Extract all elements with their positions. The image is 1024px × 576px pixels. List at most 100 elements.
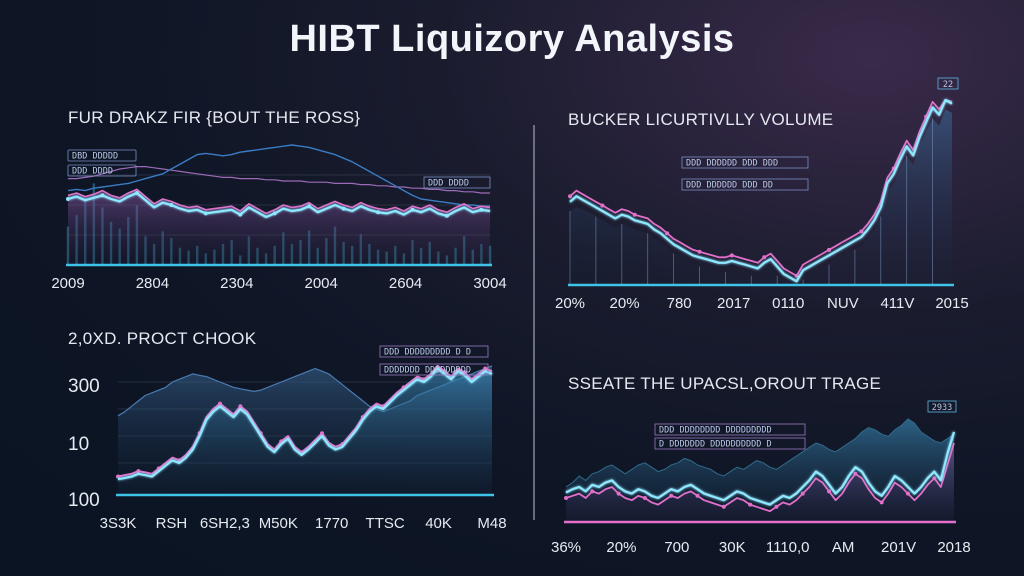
page-title: HIBT Liquizory Analysis — [289, 18, 735, 60]
data-point — [616, 491, 621, 496]
series-line-main — [117, 367, 493, 481]
data-point — [665, 231, 670, 236]
legend-entry: DDD DDDDDDDDD D D — [384, 348, 471, 358]
y-tick-label: 100 — [68, 490, 100, 511]
x-tick-label: 201V — [881, 539, 916, 556]
data-point — [800, 491, 805, 496]
x-tick-label: 2604 — [389, 275, 422, 292]
data-point — [669, 493, 674, 498]
x-tick-label: RSH — [156, 515, 188, 532]
data-point — [479, 207, 484, 212]
corner-label-frame — [927, 400, 957, 413]
x-tick-label: 2018 — [937, 539, 970, 556]
data-point — [695, 493, 700, 498]
series-line-pink — [565, 442, 955, 513]
data-point — [320, 431, 324, 436]
legend-frame — [67, 164, 137, 177]
x-tick-label: 20% — [610, 295, 640, 312]
series-line-main — [565, 431, 956, 506]
data-point — [827, 489, 832, 494]
data-point — [100, 193, 105, 198]
data-point — [642, 496, 647, 500]
panel-divider — [533, 125, 535, 520]
panel-title-bottom-right: SSEATE THE UPACSL,OROUT TRAGE — [568, 374, 882, 393]
x-tick-label: NUV — [827, 295, 859, 312]
x-tick-label: 0110 — [772, 295, 804, 312]
series-line-band — [68, 166, 490, 194]
x-tick-label: 700 — [664, 539, 689, 556]
data-point — [238, 212, 243, 217]
legend-entry: DDD DDDD — [72, 167, 113, 177]
legend-frame — [681, 156, 809, 169]
legend-entry: DBD DDDDD — [72, 152, 118, 162]
series-line-trend — [67, 144, 490, 207]
chart-legend: DDD DDDDDDDDD D D DDDDDDD DDDDDDDDD — [379, 345, 489, 376]
series-line-main — [569, 98, 953, 283]
data-point — [410, 207, 415, 212]
x-tick-label: 36% — [551, 539, 581, 556]
chart-legend: DDD DDDDDD DDD DDD DDD DDDDDD DDD DD — [681, 156, 809, 191]
data-point — [134, 191, 139, 195]
x-tick-label: AM — [832, 539, 855, 556]
data-point — [774, 504, 779, 509]
data-point — [169, 203, 174, 207]
legend-entry: DDD DDDDDDDD DDDDDDDDD — [659, 426, 772, 436]
y-tick-label: 10 — [68, 434, 89, 455]
x-tick-label: 2304 — [220, 275, 253, 292]
x-tick-label: 30K — [719, 539, 746, 556]
x-tick-label: 6SH2,3 — [200, 515, 250, 532]
data-point — [853, 471, 858, 476]
legend-entry: DDD DDDDDD DDD DDD — [686, 159, 778, 169]
data-point — [444, 213, 449, 218]
panel-title-bottom-left: 2,0XD. PROCT CHOOK — [68, 329, 257, 348]
x-tick-label: 3004 — [473, 275, 506, 292]
chart-legend: DBD DDDDD DDD DDDD — [67, 149, 137, 177]
legend-entry: D DDDDDDD DDDDDDDDDD D — [659, 440, 772, 450]
data-point — [341, 206, 346, 211]
data-point — [568, 194, 572, 199]
series-area-pink — [118, 365, 492, 495]
series-area-pink — [68, 189, 490, 265]
x-tick-label: M50K — [259, 515, 298, 532]
data-point — [905, 491, 910, 496]
y-tick-label: 300 — [68, 376, 100, 397]
data-point — [307, 204, 312, 209]
x-tick-label: 3S3K — [100, 515, 137, 532]
chart-legend-secondary: DDD DDDD — [423, 176, 491, 189]
corner-label: 22 — [943, 80, 953, 90]
data-point — [136, 469, 141, 474]
series-line-area — [565, 418, 955, 488]
x-tick-label: TTSC — [366, 515, 405, 532]
data-point — [66, 197, 70, 201]
data-point — [203, 211, 208, 216]
data-point — [826, 247, 831, 252]
data-point — [879, 500, 884, 505]
data-point — [272, 211, 277, 216]
legend-frame — [654, 423, 806, 436]
legend-entry: DDDDDDD DDDDDDDDD — [384, 366, 471, 376]
data-point — [697, 249, 702, 254]
legend-entry: DDD DDDDDD DDD DD — [686, 181, 773, 191]
data-point — [794, 273, 799, 278]
x-tick-label: 2017 — [717, 295, 750, 312]
x-tick-label: 2004 — [305, 275, 338, 292]
series-area-fill — [570, 109, 952, 285]
data-point — [116, 474, 120, 479]
legend-frame — [67, 149, 137, 162]
x-tick-label: M48 — [477, 515, 506, 532]
legend-frame — [379, 345, 489, 358]
panel-title-top-right: BUCKER LICURTIVLLY VOLUME — [568, 110, 834, 129]
legend-frame — [423, 176, 491, 189]
x-tick-label: 780 — [667, 295, 692, 312]
data-point — [218, 401, 222, 406]
series-line-pink — [67, 188, 491, 215]
x-tick-label: 2804 — [136, 275, 169, 292]
data-point — [376, 210, 381, 215]
panel-title-top-left: FUR DRAKZ FIR {BOUT THE ROSS} — [68, 108, 361, 127]
data-point — [590, 489, 595, 494]
data-point — [859, 229, 864, 234]
data-point — [632, 212, 637, 217]
x-tick-label: 1770 — [315, 515, 348, 532]
data-point — [483, 366, 488, 371]
